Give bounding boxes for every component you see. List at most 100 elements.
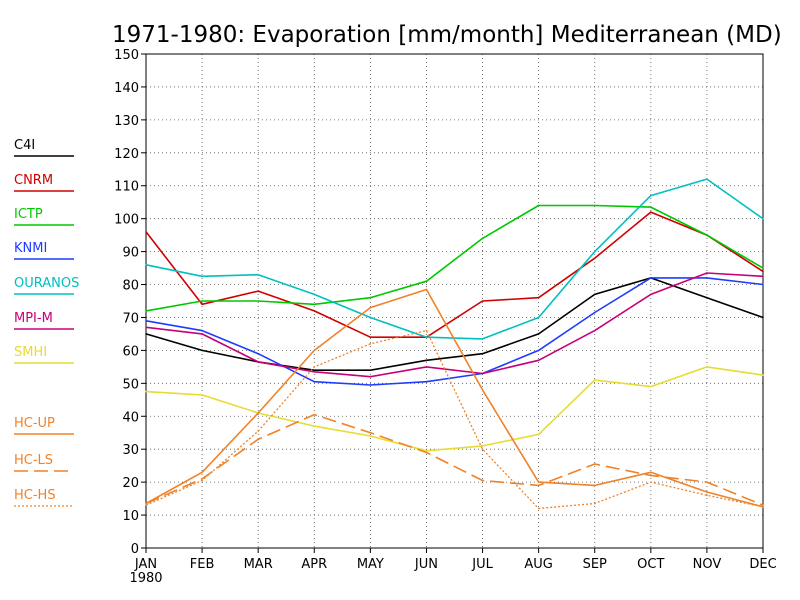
legend-label: SMHI — [14, 345, 47, 360]
data-point — [425, 366, 428, 368]
legend-item: KNMI — [14, 241, 74, 260]
y-tick-label: 60 — [122, 344, 139, 359]
data-point — [145, 319, 147, 322]
series-line — [145, 277, 764, 372]
data-point — [593, 379, 596, 381]
data-point — [706, 491, 708, 493]
data-point — [593, 329, 596, 332]
data-point — [650, 293, 652, 296]
data-point — [481, 445, 484, 447]
data-point — [706, 277, 708, 279]
x-tick-label: MAY — [357, 557, 384, 572]
y-tick-label: 80 — [122, 279, 139, 294]
data-point — [201, 349, 203, 352]
data-point — [762, 275, 764, 278]
x-tick-label: FEB — [190, 557, 215, 572]
series-smhi — [145, 366, 764, 452]
data-point — [593, 250, 596, 253]
data-point — [481, 448, 484, 451]
y-tick-label: 90 — [122, 246, 139, 261]
data-point — [145, 502, 147, 505]
data-point — [762, 217, 764, 220]
legend-item: OURANOS — [14, 276, 79, 295]
data-point — [257, 430, 259, 432]
data-point — [706, 494, 708, 497]
data-point — [201, 471, 203, 474]
legend-item: HC-HS — [14, 488, 74, 507]
data-point — [369, 384, 372, 386]
series-line — [145, 366, 764, 452]
data-point — [762, 316, 764, 319]
legend-label: OURANOS — [14, 276, 79, 291]
series-hc-ls — [145, 413, 764, 506]
legend-item: CNRM — [14, 173, 74, 192]
data-point — [706, 178, 708, 180]
data-point — [257, 361, 259, 363]
data-point — [369, 316, 372, 319]
data-point — [369, 306, 372, 309]
data-point — [201, 300, 203, 302]
y-tick-label: 110 — [114, 180, 139, 195]
data-point — [650, 481, 652, 483]
data-point — [201, 333, 203, 335]
data-point — [425, 336, 428, 339]
data-point — [593, 257, 596, 259]
data-point — [481, 372, 484, 375]
legend-label: CNRM — [14, 173, 53, 188]
data-point — [313, 310, 316, 312]
data-point — [593, 502, 596, 505]
legend-item: MPI-M — [14, 311, 74, 330]
data-point — [257, 412, 259, 414]
data-point — [201, 303, 203, 306]
x-tick-label: JUN — [414, 557, 438, 572]
y-tick-label: 20 — [122, 476, 139, 491]
data-point — [257, 273, 259, 276]
series-ouranos — [145, 178, 764, 340]
y-tick-label: 130 — [114, 114, 139, 129]
series-line — [145, 329, 764, 510]
data-point — [369, 431, 372, 434]
data-point — [201, 394, 203, 396]
data-point — [425, 380, 428, 383]
data-point — [537, 484, 540, 487]
y-tick-label: 150 — [114, 48, 139, 63]
data-point — [369, 435, 372, 437]
x-tick-label: SEP — [583, 557, 607, 572]
legend-label: ICTP — [14, 207, 43, 222]
data-point — [593, 311, 596, 314]
data-point — [313, 369, 316, 371]
series-line — [145, 204, 764, 312]
data-point — [313, 371, 316, 373]
data-point — [481, 479, 484, 482]
legend-item: SMHI — [14, 345, 74, 364]
data-point — [313, 380, 316, 383]
data-point — [762, 504, 764, 506]
data-point — [481, 389, 484, 391]
legend-label: MPI-M — [14, 311, 53, 326]
y-tick-label: 50 — [122, 377, 139, 392]
legend-item: ICTP — [14, 207, 74, 226]
data-point — [762, 270, 764, 273]
x-tick-label: AUG — [524, 557, 552, 572]
x-tick-label: NOV — [693, 557, 722, 572]
data-point — [201, 479, 203, 482]
data-point — [313, 425, 316, 427]
data-point — [706, 366, 708, 368]
series-mpi-m — [145, 272, 764, 378]
data-point — [706, 234, 708, 236]
data-point — [145, 326, 147, 329]
y-tick-label: 100 — [114, 213, 139, 228]
legend-label: KNMI — [14, 241, 47, 256]
data-point — [706, 296, 708, 299]
y-tick-label: 40 — [122, 410, 139, 425]
y-axis: 0 10 20 30 40 50 60 70 80 90 100 110 120 130 140 150 — [114, 48, 146, 557]
x-axis: JAN FEB MAR APR MAY JUN JUL AUG SEP OCT NOV DEC 1980 — [129, 548, 777, 586]
series-line — [145, 277, 764, 386]
data-point — [425, 288, 428, 291]
data-point — [145, 263, 147, 266]
legend-item: HC-UP — [14, 416, 74, 435]
legend: C4I CNRM ICTP KNMI OURANOS MPI-M SMHI HC-UP HC-L… — [14, 138, 79, 507]
data-point — [762, 267, 764, 269]
series-lines — [145, 178, 764, 510]
data-point — [593, 204, 596, 207]
